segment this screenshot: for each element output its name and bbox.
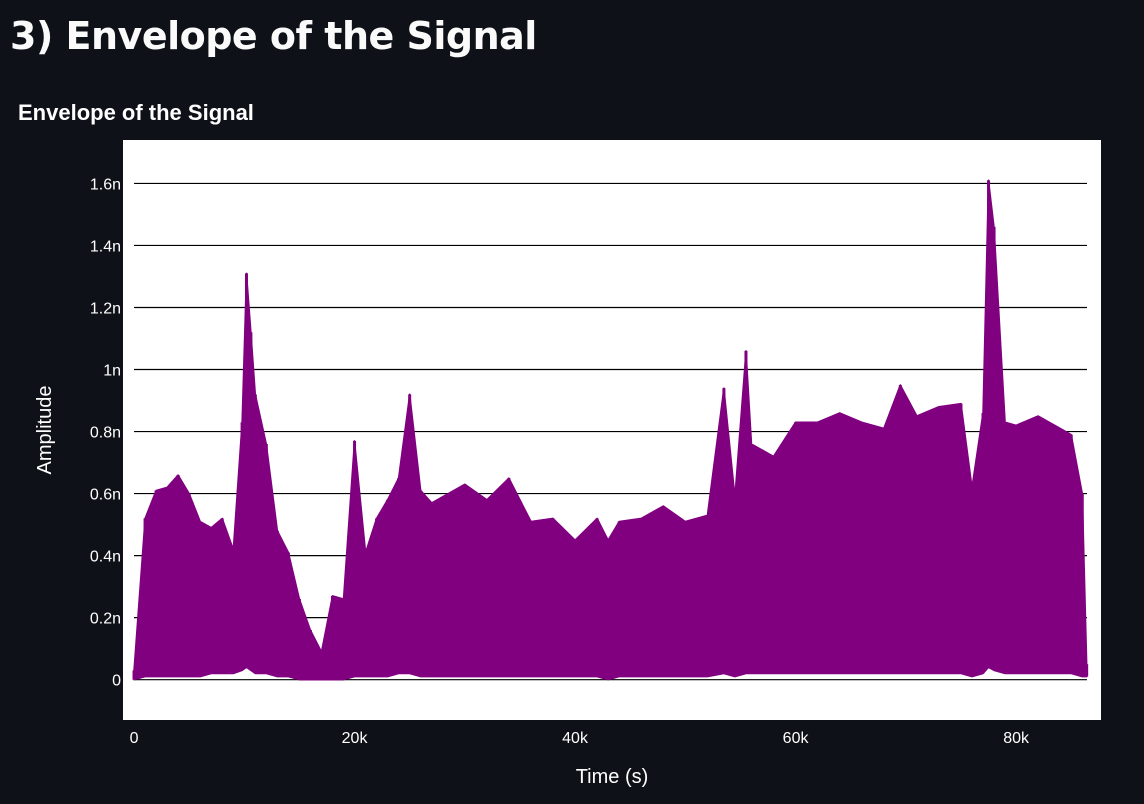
y-tick-label: 0.4n [90, 549, 121, 566]
x-tick-label: 0 [130, 730, 139, 747]
y-tick-label: 0.8n [90, 425, 121, 442]
y-tick-label: 1.2n [90, 300, 121, 317]
y-tick-label: 0 [112, 673, 121, 690]
x-tick-label: 20k [342, 730, 369, 747]
y-tick-label: 1.6n [90, 176, 121, 193]
y-axis-label: Amplitude [34, 386, 56, 475]
y-tick-label: 0.6n [90, 487, 121, 504]
x-tick-label: 40k [562, 730, 589, 747]
x-tick-label: 60k [783, 730, 810, 747]
x-axis-ticks: 0 20k 40k 60k 80k [130, 730, 1030, 747]
y-tick-label: 1.4n [90, 238, 121, 255]
x-tick-label: 80k [1003, 730, 1030, 747]
envelope-series[interactable] [132, 179, 1089, 681]
chart-title: Envelope of the Signal [18, 100, 254, 125]
y-tick-label: 1n [103, 363, 121, 380]
y-tick-label: 0.2n [90, 611, 121, 628]
x-axis-label: Time (s) [576, 766, 649, 788]
y-axis-ticks: 0 0.2n 0.4n 0.6n 0.8n 1n 1.2n 1.4n 1.6n [90, 176, 121, 689]
page-heading: 3) Envelope of the Signal [10, 14, 537, 58]
envelope-area[interactable] [133, 179, 1088, 681]
